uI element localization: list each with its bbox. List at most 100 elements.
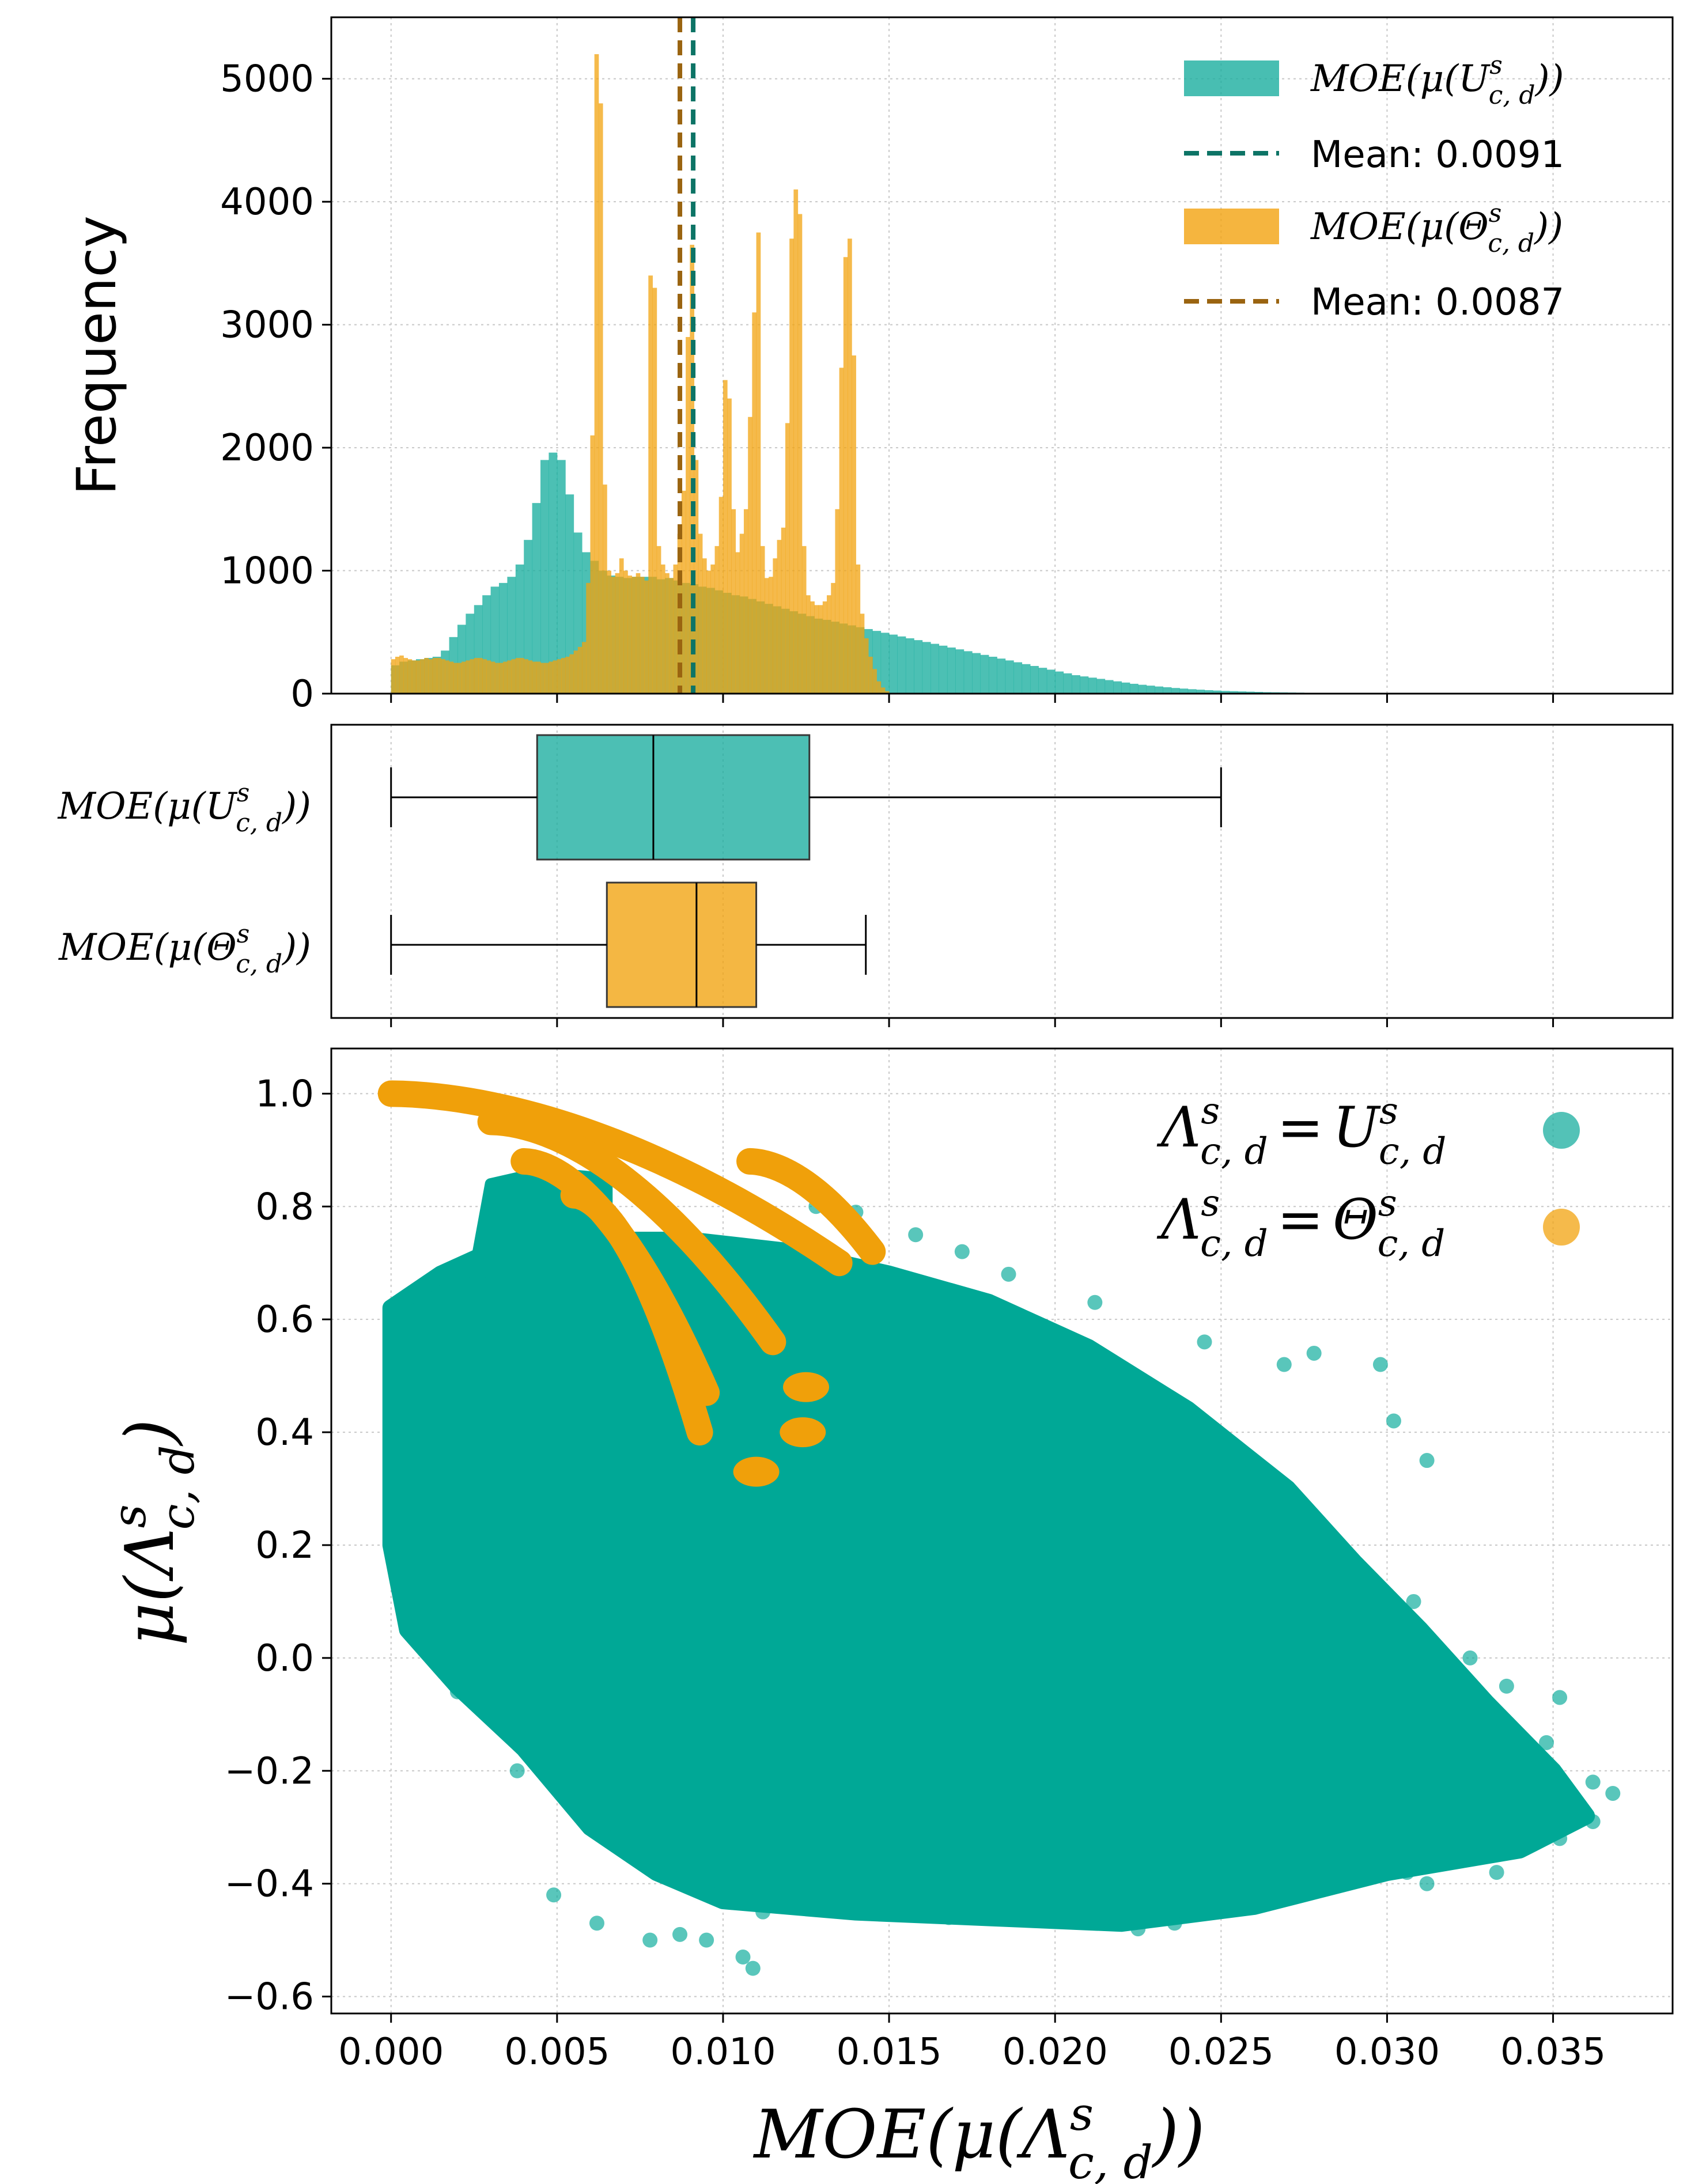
boxplot-label-u: MOE(μ(Us c, d)) <box>58 778 312 838</box>
histogram-bar-theta-22 <box>482 659 487 694</box>
scatter-frame <box>330 1047 1674 2015</box>
scatter-point-u-23 <box>699 1932 714 1948</box>
histogram-bar-u-16 <box>524 540 533 694</box>
histogram-bar-u-79 <box>1046 669 1056 694</box>
histogram-bar-u-65 <box>931 644 940 694</box>
histogram-bar-u-74 <box>1005 660 1014 694</box>
boxplot-box-theta <box>606 881 758 1008</box>
histogram-bar-theta-99 <box>801 546 807 694</box>
scatter-point-u-2 <box>1386 1413 1401 1429</box>
histogram-bar-theta-16 <box>457 663 462 694</box>
histogram-bar-theta-89 <box>760 546 765 694</box>
scatter-point-u-9 <box>1585 1774 1601 1790</box>
histogram-bar-u-102 <box>1238 691 1247 694</box>
histogram-bar-theta-3 <box>403 658 408 694</box>
histogram-legend[interactable]: MOE(μ(Us c, d)) Mean: 0.0091 MOE(μ(Θs c, d… <box>1184 51 1564 324</box>
histogram-bar-theta-82 <box>731 509 736 694</box>
scatter-arc-theta-3 <box>560 1182 713 1446</box>
histogram-bar-theta-31 <box>520 658 524 694</box>
histogram-bar-theta-98 <box>797 214 803 694</box>
histogram-bar-theta-65 <box>660 564 665 694</box>
histogram-bar-theta-0 <box>391 659 396 694</box>
scatter-point-u-12 <box>1519 1825 1534 1841</box>
histogram-bar-theta-33 <box>528 660 533 694</box>
histogram-bar-theta-19 <box>470 659 475 694</box>
histogram-bar-theta-84 <box>739 533 744 694</box>
histogram-bar-theta-68 <box>673 564 678 694</box>
scatter-blob-theta-2 <box>733 1456 780 1487</box>
histogram-bar-theta-91 <box>769 577 773 694</box>
histogram-bar-theta-66 <box>665 573 669 694</box>
histogram-bar-u-66 <box>939 645 948 694</box>
legend-label-u: MOE(μ(Us c, d)) <box>1310 51 1564 110</box>
scatter-point-u-0 <box>1306 1345 1322 1361</box>
histogram-bar-u-100 <box>1221 691 1230 694</box>
scatter-legend[interactable]: Λs c, d = Us c, d Λs c, d = Θs c, d <box>1156 1090 1580 1265</box>
histogram-bar-u-64 <box>922 642 931 694</box>
histogram-bar-theta-51 <box>603 485 607 694</box>
histogram-bar-theta-9 <box>428 659 433 694</box>
histogram-bar-theta-62 <box>648 275 653 694</box>
histogram-bar-u-87 <box>1113 681 1122 694</box>
histogram-bar-theta-37 <box>544 663 549 694</box>
histogram-bar-theta-58 <box>631 577 637 694</box>
histogram-bar-u-77 <box>1030 665 1039 694</box>
scatter-arc-theta-1 <box>477 1108 786 1356</box>
scatter-series-theta <box>377 1080 886 1487</box>
histogram-bar-theta-55 <box>619 558 624 694</box>
scatter-x-ticks: 0.000 0.005 0.010 0.015 0.020 0.025 0.030 0.035 <box>338 2013 1606 2073</box>
histogram-bar-theta-117 <box>876 681 882 694</box>
scatter-y-tick-label-7: 0.8 <box>255 1186 314 1228</box>
scatter-legend-label-u: Λs c, d = Us c, d <box>1156 1090 1446 1173</box>
histogram-bar-u-76 <box>1022 664 1031 694</box>
histogram-bar-theta-96 <box>789 239 794 694</box>
histogram-bar-theta-46 <box>582 642 587 694</box>
histogram-bar-theta-18 <box>466 660 471 694</box>
histogram-bar-u-94 <box>1171 688 1180 694</box>
histogram-bar-u-85 <box>1096 679 1106 694</box>
histogram-bar-theta-47 <box>586 582 591 694</box>
histogram-bar-theta-24 <box>490 661 495 694</box>
scatter-point-u-4 <box>1406 1593 1421 1609</box>
histogram-bar-theta-97 <box>793 189 799 694</box>
scatter-point-u-33 <box>954 1244 970 1259</box>
histogram-y-tick-label-4: 4000 <box>220 181 314 224</box>
histogram-y-tick-label-2: 2000 <box>220 427 314 470</box>
histogram-bar-theta-42 <box>565 656 570 694</box>
scatter-point-u-26 <box>672 1926 688 1942</box>
histogram-bar-theta-93 <box>777 540 782 694</box>
histogram-bar-u-71 <box>980 654 989 694</box>
histogram-bar-theta-101 <box>810 601 815 694</box>
histogram-bar-theta-30 <box>515 658 520 694</box>
histogram-bar-u-99 <box>1212 690 1221 694</box>
scatter-point-u-35 <box>1087 1294 1103 1310</box>
histogram-bar-theta-75 <box>702 558 707 694</box>
histogram-bar-theta-10 <box>432 658 437 694</box>
scatter-y-ticks: −0.6 −0.4 −0.2 0.0 0.2 0.4 0.6 0.8 1.0 <box>225 1073 331 2019</box>
scatter-point-u-24 <box>735 1950 751 1965</box>
histogram-bar-u-81 <box>1063 673 1072 694</box>
histogram-x-ticks <box>390 694 1554 703</box>
scatter-y-tick-label-6: 0.6 <box>255 1299 314 1341</box>
histogram-bar-theta-36 <box>540 663 545 694</box>
histogram-bar-theta-53 <box>611 577 616 694</box>
histogram-bar-theta-40 <box>557 659 562 694</box>
histogram-bar-theta-116 <box>872 669 877 694</box>
scatter-y-tick-label-4: 0.2 <box>255 1524 314 1567</box>
scatter-y-tick-label-0: −0.6 <box>225 1976 314 2019</box>
histogram-bar-theta-109 <box>843 257 848 694</box>
histogram-bar-theta-63 <box>652 287 657 694</box>
histogram-bar-u-80 <box>1055 671 1064 694</box>
histogram-bar-theta-15 <box>453 663 458 694</box>
histogram-bar-theta-67 <box>669 578 674 694</box>
histogram-bar-theta-45 <box>577 646 582 694</box>
histogram-frame <box>330 16 1674 695</box>
scatter-point-u-10 <box>1605 1785 1621 1801</box>
histogram-y-tick-label-0: 0 <box>290 673 314 716</box>
histogram-bar-theta-69 <box>677 533 682 694</box>
histogram-bar-theta-61 <box>644 580 649 694</box>
histogram-bar-theta-119 <box>884 691 890 694</box>
histogram-bar-theta-25 <box>494 663 500 694</box>
scatter-point-u-3 <box>1419 1453 1435 1468</box>
histogram-bar-theta-32 <box>524 659 528 694</box>
